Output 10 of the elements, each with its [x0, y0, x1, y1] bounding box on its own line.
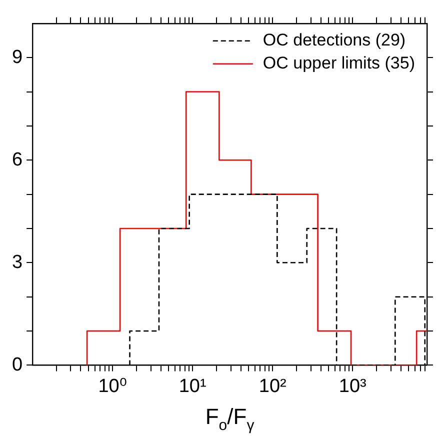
- y-tick-label: 0: [12, 354, 23, 376]
- y-tick-label: 6: [12, 149, 23, 170]
- x-tick-label: 10⁰: [98, 376, 127, 397]
- x-tick-label: 10¹: [178, 376, 206, 397]
- legend-label: OC detections (29): [262, 30, 406, 50]
- y-tick-label: 3: [12, 252, 23, 273]
- x-tick-label: 10²: [258, 376, 286, 397]
- legend-label: OC upper limits (35): [262, 54, 416, 73]
- x-tick-label: 10³: [338, 376, 366, 397]
- y-tick-label: 9: [12, 46, 23, 68]
